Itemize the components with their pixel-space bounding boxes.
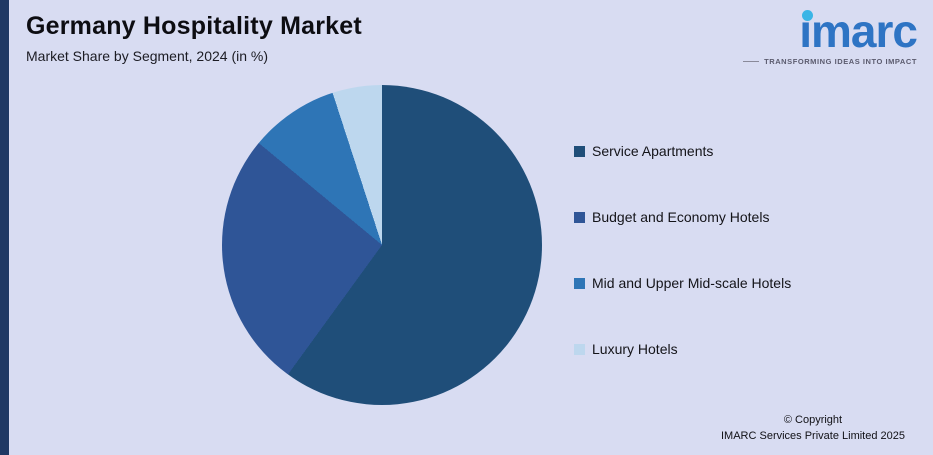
legend-label: Mid and Upper Mid-scale Hotels: [592, 275, 792, 291]
legend-label: Service Apartments: [592, 143, 714, 159]
legend-item: Mid and Upper Mid-scale Hotels: [574, 275, 791, 291]
logo-dot-icon: [802, 10, 814, 21]
legend-swatch: [574, 145, 585, 157]
copyright-line2: IMARC Services Private Limited 2025: [720, 430, 905, 443]
legend-label: Budget and Economy Hotels: [592, 209, 770, 225]
header: Germany Hospitality Market Market Share …: [26, 12, 362, 64]
legend: Service Apartments Budget and Economy Hot…: [574, 143, 791, 357]
logo-text: ımarc: [799, 5, 918, 57]
copyright-notice: © Copyright IMARC Services Private Limit…: [721, 413, 905, 445]
logo-tagline: TRANSFORMING IDEAS INTO IMPACT: [743, 57, 917, 66]
legend-item: Budget and Economy Hotels: [574, 209, 791, 225]
legend-item: Luxury Hotels: [574, 341, 791, 357]
page-title: Germany Hospitality Market: [26, 12, 362, 40]
page-subtitle: Market Share by Segment, 2024 (in %): [26, 48, 269, 64]
imarc-logo: ımarc TRANSFORMING IDEAS INTO IMPACT: [743, 5, 918, 66]
legend-swatch: [574, 343, 585, 355]
legend-swatch: [574, 277, 585, 289]
legend-item: Service Apartments: [574, 143, 791, 159]
legend-swatch: [574, 211, 585, 223]
imarc-logo-wordmark: ımarc: [799, 5, 918, 57]
legend-label: Luxury Hotels: [592, 341, 678, 357]
left-accent-bar: [0, 0, 9, 455]
pie-chart: [222, 85, 542, 405]
copyright-line1: © Copyright: [783, 414, 843, 427]
